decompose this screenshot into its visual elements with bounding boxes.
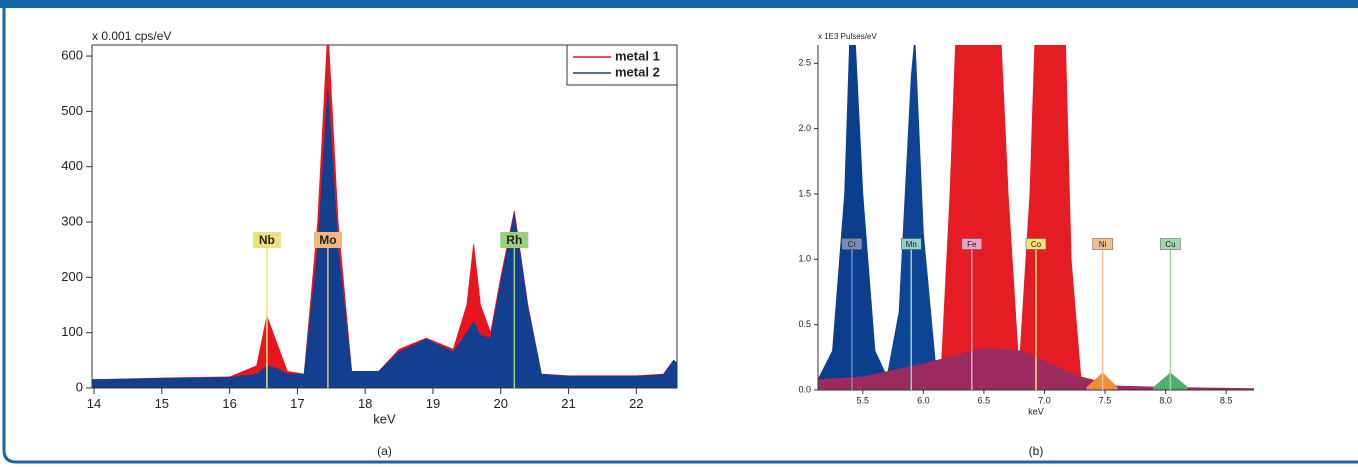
- spectrum-area: [92, 45, 677, 388]
- x-axis-label: keV: [373, 411, 396, 426]
- y-tick-label: 1.0: [798, 254, 811, 264]
- y-tick-label: 600: [61, 48, 83, 63]
- x-tick-label: 15: [155, 396, 169, 411]
- legend-label: metal 2: [615, 64, 660, 79]
- y-tick-label: 200: [61, 269, 83, 284]
- y-tick-label: 1.5: [798, 188, 811, 198]
- caption: (a): [377, 444, 392, 458]
- marker-box: [1092, 238, 1113, 250]
- y-tick-label: 0.0: [798, 384, 811, 394]
- x-tick-label: 20: [494, 396, 508, 411]
- x-tick-label: 18: [358, 396, 372, 411]
- x-tick-label: 17: [290, 396, 304, 411]
- x-tick-label: 14: [87, 396, 101, 411]
- spectrum-area: [818, 45, 888, 390]
- x-tick-label: 7.0: [1038, 396, 1051, 406]
- marker-label: Ni: [1099, 240, 1107, 249]
- x-axis-label: keV: [1028, 406, 1044, 416]
- marker-label: Fe: [967, 240, 977, 249]
- frame: [2, 8, 1358, 464]
- marker-box: [901, 238, 922, 250]
- marker-label: Mn: [906, 240, 917, 249]
- marker-label: Rh: [506, 233, 522, 247]
- marker-box: [252, 232, 281, 248]
- x-tick-label: 22: [629, 396, 643, 411]
- plot-clip: [92, 45, 677, 388]
- marker-box: [313, 232, 342, 248]
- spectrum-area: [886, 45, 948, 390]
- y-axis-label: x 1E3 Pulses/eV: [818, 32, 877, 41]
- y-tick-label: 2.0: [798, 123, 811, 133]
- marker-box: [841, 238, 863, 250]
- caption: (b): [1029, 444, 1044, 458]
- x-tick-label: 7.5: [1099, 396, 1112, 406]
- marker-label: Nb: [259, 233, 275, 247]
- x-tick-label: 8.5: [1220, 396, 1233, 406]
- spectrum-area: [941, 45, 1019, 390]
- marker-label: Cr: [848, 240, 857, 249]
- marker-label: Mo: [319, 233, 336, 247]
- y-tick-label: 100: [61, 324, 83, 339]
- x-tick-label: 16: [222, 396, 236, 411]
- y-tick-label: 2.5: [798, 58, 811, 68]
- y-axis-label: x 0.001 cps/eV: [92, 29, 171, 43]
- x-tick-label: 6.5: [978, 396, 991, 406]
- x-tick-label: 21: [561, 396, 575, 411]
- y-tick-label: 0.5: [798, 319, 811, 329]
- marker-box: [1025, 238, 1047, 250]
- x-tick-label: 6.0: [917, 396, 930, 406]
- spectrum-area: [92, 89, 677, 388]
- y-tick-label: 0: [76, 379, 83, 394]
- plot-area: [91, 44, 678, 389]
- marker-box: [500, 232, 529, 248]
- y-tick-label: 500: [61, 103, 83, 118]
- x-tick-label: 5.5: [857, 396, 870, 406]
- x-tick-label: 19: [426, 396, 440, 411]
- marker-label: Cu: [1165, 240, 1175, 249]
- legend-box: [566, 44, 678, 86]
- header-bar: [0, 0, 1358, 8]
- y-tick-label: 400: [61, 158, 83, 173]
- marker-box: [961, 238, 983, 250]
- legend-label: metal 1: [615, 48, 660, 63]
- marker-label: Co: [1031, 240, 1042, 249]
- x-tick-label: 8.0: [1159, 396, 1172, 406]
- marker-box: [1160, 238, 1181, 250]
- y-tick-label: 300: [61, 213, 83, 228]
